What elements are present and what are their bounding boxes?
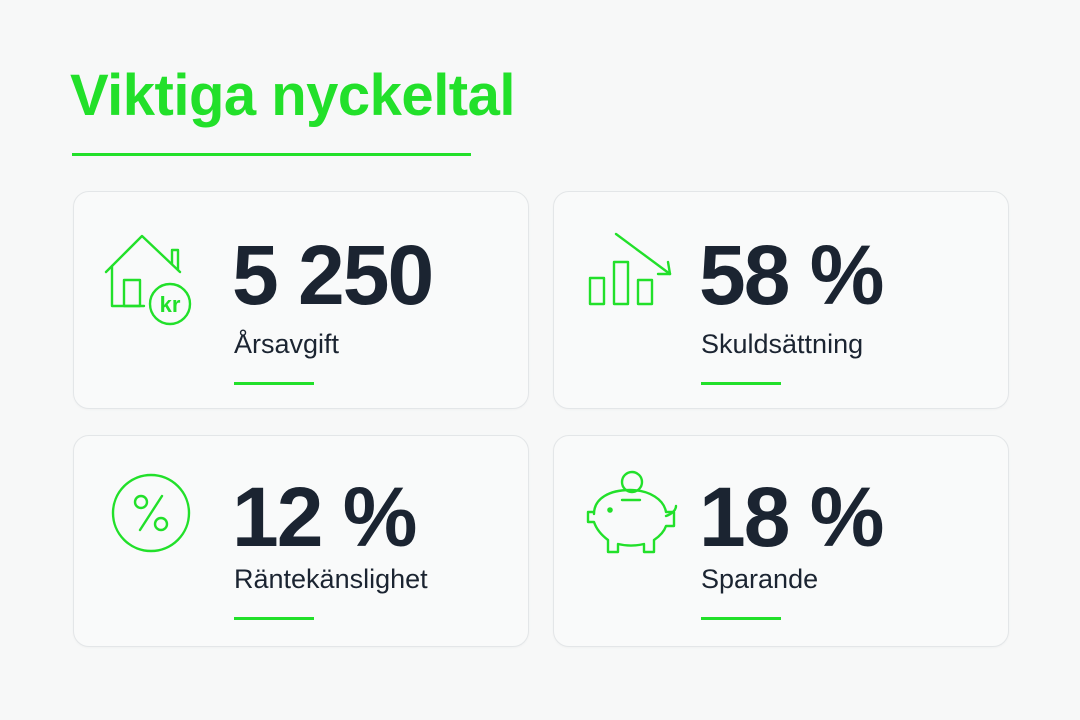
bar-chart-down-icon [586,230,676,310]
metric-card-sparande: 18 % Sparande [553,435,1009,647]
metric-card-rantekanslighet: 12 % Räntekänslighet [73,435,529,647]
house-kr-icon: kr [104,232,196,332]
piggy-bank-icon [584,468,680,558]
page-title: Viktiga nyckeltal [70,63,516,128]
metric-value: 18 % [699,470,884,564]
metric-card-arsavgift: kr 5 250 Årsavgift [73,191,529,409]
metric-label: Skuldsättning [701,329,864,359]
metric-underline [234,382,314,385]
title-divider [72,153,471,156]
svg-text:kr: kr [160,292,181,317]
metric-value: 58 % [699,228,884,322]
metric-value: 5 250 [232,228,434,322]
metric-underline [701,382,781,385]
metric-label: Årsavgift [234,329,340,359]
metric-underline [701,617,781,620]
percent-circle-icon [110,472,192,554]
metric-label: Räntekänslighet [234,564,428,594]
metric-label: Sparande [701,564,819,594]
metric-underline [234,617,314,620]
metric-card-skuldsattning: 58 % Skuldsättning [553,191,1009,409]
metric-value: 12 % [232,470,417,564]
